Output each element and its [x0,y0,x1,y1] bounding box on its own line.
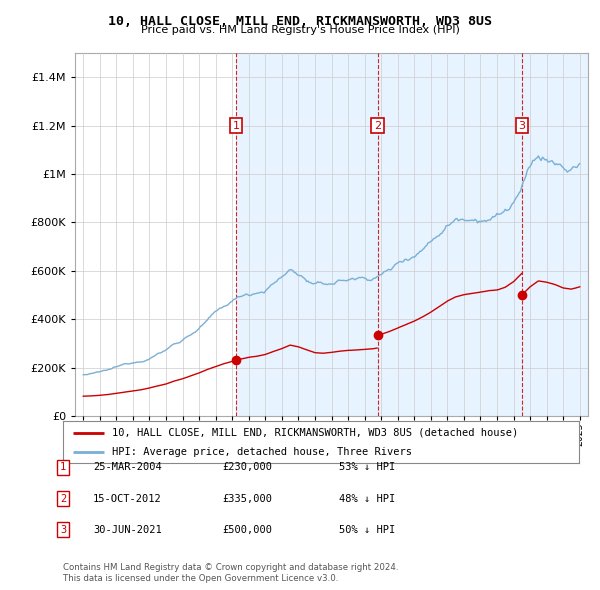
Text: 10, HALL CLOSE, MILL END, RICKMANSWORTH, WD3 8US: 10, HALL CLOSE, MILL END, RICKMANSWORTH,… [108,15,492,28]
Bar [377,53,522,416]
Text: £230,000: £230,000 [222,463,272,472]
Text: 2: 2 [60,494,66,503]
Text: 25-MAR-2004: 25-MAR-2004 [93,463,162,472]
Text: 3: 3 [60,525,66,535]
Text: 53% ↓ HPI: 53% ↓ HPI [339,463,395,472]
Text: This data is licensed under the Open Government Licence v3.0.: This data is licensed under the Open Gov… [63,574,338,583]
Text: £500,000: £500,000 [222,525,272,535]
Text: 30-JUN-2021: 30-JUN-2021 [93,525,162,535]
Text: 48% ↓ HPI: 48% ↓ HPI [339,494,395,503]
Bar [522,53,588,416]
Bar [236,53,377,416]
Text: 15-OCT-2012: 15-OCT-2012 [93,494,162,503]
Text: Price paid vs. HM Land Registry's House Price Index (HPI): Price paid vs. HM Land Registry's House … [140,25,460,35]
Text: 10, HALL CLOSE, MILL END, RICKMANSWORTH, WD3 8US (detached house): 10, HALL CLOSE, MILL END, RICKMANSWORTH,… [112,428,518,438]
Text: 3: 3 [518,121,526,130]
Text: £335,000: £335,000 [222,494,272,503]
Text: HPI: Average price, detached house, Three Rivers: HPI: Average price, detached house, Thre… [112,447,412,457]
Text: 50% ↓ HPI: 50% ↓ HPI [339,525,395,535]
Text: 2: 2 [374,121,381,130]
Text: 1: 1 [60,463,66,472]
Text: Contains HM Land Registry data © Crown copyright and database right 2024.: Contains HM Land Registry data © Crown c… [63,563,398,572]
Text: 1: 1 [233,121,239,130]
